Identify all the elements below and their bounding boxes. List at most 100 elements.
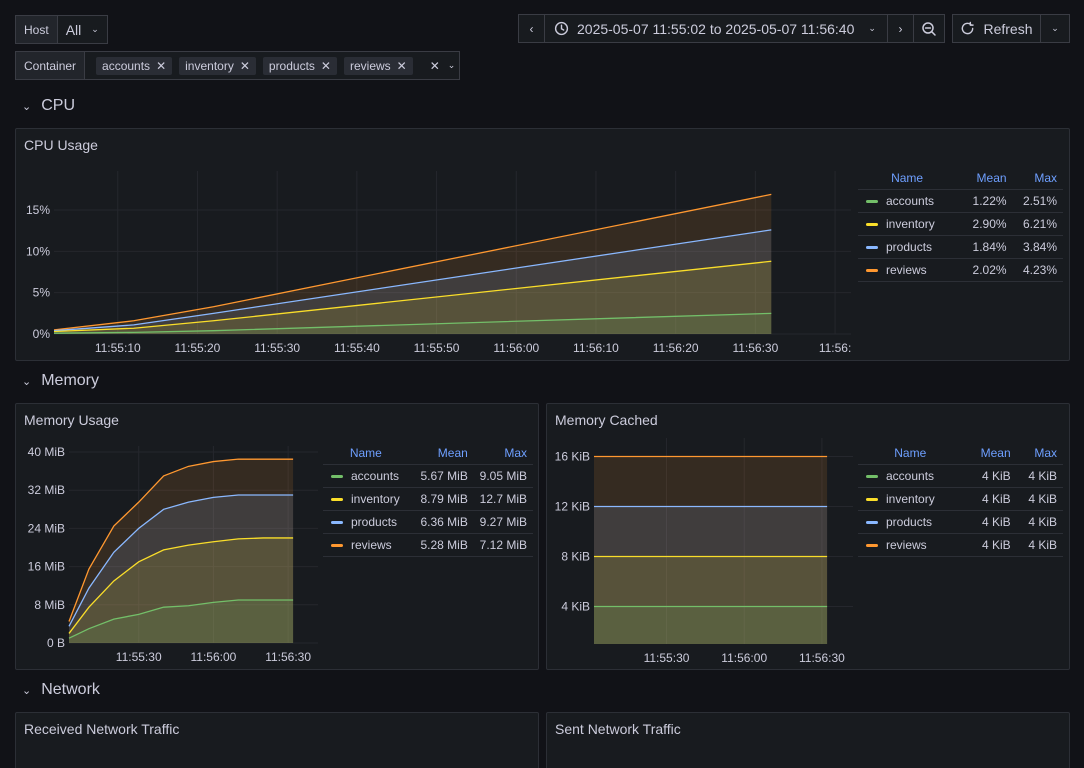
clock-icon bbox=[554, 21, 569, 36]
legend-header-mean[interactable]: Mean bbox=[962, 167, 1013, 190]
remove-chip-icon[interactable]: ✕ bbox=[396, 58, 407, 73]
legend-row[interactable]: inventory 2.90% 6.21% bbox=[858, 212, 1063, 236]
container-chip: inventory ✕ bbox=[179, 56, 256, 75]
chevron-down-icon: ⌄ bbox=[91, 24, 99, 34]
series-line-inventory bbox=[68, 537, 294, 634]
host-select[interactable]: All ⌄ bbox=[58, 16, 107, 43]
chevron-down-icon: ⌄ bbox=[22, 100, 32, 113]
container-variable: Container accounts ✕ inventory ✕ products ✕… bbox=[15, 51, 460, 80]
legend-header-mean[interactable]: Mean bbox=[968, 442, 1017, 465]
clear-icon[interactable]: ✕ bbox=[429, 58, 440, 73]
y-tick-label: 16 MiB bbox=[28, 560, 65, 574]
time-back-button[interactable]: ‹ bbox=[518, 14, 545, 43]
series-area-reviews bbox=[594, 456, 828, 644]
legend-header-name[interactable]: Name bbox=[858, 442, 969, 465]
series-line-reviews bbox=[68, 458, 294, 622]
legend-header-name[interactable]: Name bbox=[858, 167, 963, 190]
series-area-inventory bbox=[54, 261, 772, 334]
remove-chip-icon[interactable]: ✕ bbox=[320, 58, 331, 73]
x-tick-label: 11:56:00 bbox=[191, 650, 237, 664]
legend-row[interactable]: inventory 4 KiB 4 KiB bbox=[858, 487, 1063, 511]
legend-row[interactable]: reviews 4 KiB 4 KiB bbox=[858, 533, 1063, 557]
memory-cached-panel: Memory Cached 4 KiB 8 KiB 12 KiB 16 KiB 11:5… bbox=[546, 403, 1070, 670]
series-swatch bbox=[866, 498, 878, 502]
panel-title: CPU Usage bbox=[24, 137, 98, 153]
x-tick-label: 11:56:30 bbox=[799, 651, 845, 665]
legend-row[interactable]: reviews 5.28 MiB 7.12 MiB bbox=[323, 533, 533, 557]
series-line-accounts bbox=[53, 312, 772, 334]
x-tick-label: 11:55:30 bbox=[254, 341, 300, 355]
series-line-accounts bbox=[68, 599, 294, 639]
legend-header-mean[interactable]: Mean bbox=[414, 442, 474, 465]
chevron-left-icon: ‹ bbox=[529, 21, 534, 36]
row-title: Network bbox=[41, 681, 100, 698]
row-memory[interactable]: ⌄ Memory bbox=[22, 372, 99, 390]
time-forward-button[interactable]: › bbox=[887, 14, 914, 43]
legend-row[interactable]: products 1.84% 3.84% bbox=[858, 235, 1063, 259]
legend-row[interactable]: accounts 5.67 MiB 9.05 MiB bbox=[323, 464, 533, 488]
legend-row[interactable]: inventory 8.79 MiB 12.7 MiB bbox=[323, 487, 533, 511]
series-area-products bbox=[69, 494, 294, 643]
container-chip: reviews ✕ bbox=[343, 56, 413, 75]
panel-title: Memory Usage bbox=[24, 412, 119, 428]
y-tick-label: 24 MiB bbox=[28, 521, 65, 535]
refresh-icon bbox=[962, 21, 975, 35]
cpu-usage-chart: 0% 5% 10% 15% 11:55:10 11:55:20 11:55:30 11:55:… bbox=[26, 171, 851, 355]
legend-row[interactable]: accounts 1.22% 2.51% bbox=[858, 189, 1063, 213]
container-chip: accounts ✕ bbox=[96, 56, 173, 75]
series-line-reviews bbox=[53, 193, 772, 331]
panel-title: Memory Cached bbox=[555, 412, 658, 428]
series-area-accounts bbox=[69, 600, 294, 643]
series-line-products bbox=[53, 229, 772, 332]
series-swatch bbox=[866, 475, 878, 479]
legend-row[interactable]: products 4 KiB 4 KiB bbox=[858, 510, 1063, 534]
series-swatch bbox=[866, 200, 878, 204]
zoom-out-button[interactable] bbox=[913, 14, 945, 43]
series-line-products bbox=[68, 494, 294, 627]
series-area-reviews bbox=[54, 194, 772, 334]
y-tick-label: 5% bbox=[33, 286, 51, 300]
series-swatch bbox=[866, 544, 878, 548]
chevron-down-icon[interactable]: ⌄ bbox=[447, 60, 456, 70]
series-swatch bbox=[331, 498, 343, 502]
x-tick-label: 11:56:30 bbox=[265, 650, 311, 664]
chevron-down-icon: ⌄ bbox=[868, 23, 876, 33]
x-tick-label: 11:56:10 bbox=[573, 341, 619, 355]
series-swatch bbox=[866, 246, 878, 250]
x-tick-label: 11:55:10 bbox=[95, 341, 141, 355]
legend-header-max[interactable]: Max bbox=[1016, 442, 1063, 465]
time-range-picker[interactable]: 2025-05-07 11:55:02 to 2025-05-07 11:56:… bbox=[544, 14, 888, 43]
chevron-down-icon: ⌄ bbox=[1051, 23, 1059, 33]
row-title: CPU bbox=[41, 97, 75, 114]
panel-title: Sent Network Traffic bbox=[555, 721, 681, 737]
x-tick-label: 11:55:30 bbox=[116, 650, 162, 664]
refresh-label: Refresh bbox=[983, 20, 1033, 37]
remove-chip-icon[interactable]: ✕ bbox=[156, 58, 167, 73]
time-range-text: 2025-05-07 11:55:02 to 2025-05-07 11:56:… bbox=[577, 20, 855, 37]
y-tick-label: 10% bbox=[26, 244, 50, 258]
refresh-button[interactable]: Refresh bbox=[952, 14, 1041, 43]
x-tick-label: 11:56:20 bbox=[653, 341, 699, 355]
container-select[interactable]: accounts ✕ inventory ✕ products ✕ reviews ✕ … bbox=[85, 52, 459, 79]
row-cpu[interactable]: ⌄ CPU bbox=[22, 97, 75, 115]
legend-row[interactable]: products 6.36 MiB 9.27 MiB bbox=[323, 510, 533, 534]
series-swatch bbox=[866, 223, 878, 227]
chevron-right-icon: › bbox=[898, 21, 903, 36]
sent-network-panel: Sent Network Traffic bbox=[546, 712, 1070, 768]
remove-chip-icon[interactable]: ✕ bbox=[239, 58, 250, 73]
x-tick-label: 11:55:20 bbox=[175, 341, 221, 355]
row-network[interactable]: ⌄ Network bbox=[22, 681, 100, 699]
legend-header-max[interactable]: Max bbox=[1012, 167, 1063, 190]
refresh-interval-picker[interactable]: ⌄ bbox=[1040, 14, 1070, 43]
series-swatch bbox=[331, 544, 343, 548]
series-area-reviews bbox=[69, 459, 294, 643]
legend-header-name[interactable]: Name bbox=[323, 442, 415, 465]
legend-row[interactable]: reviews 2.02% 4.23% bbox=[858, 258, 1063, 282]
y-tick-label: 8 KiB bbox=[561, 550, 590, 564]
x-tick-label: 11:56:00 bbox=[493, 341, 539, 355]
x-tick-label: 11:55:40 bbox=[334, 341, 380, 355]
y-tick-label: 4 KiB bbox=[561, 600, 590, 614]
series-swatch bbox=[331, 521, 343, 525]
legend-header-max[interactable]: Max bbox=[473, 442, 533, 465]
legend-row[interactable]: accounts 4 KiB 4 KiB bbox=[858, 464, 1063, 488]
